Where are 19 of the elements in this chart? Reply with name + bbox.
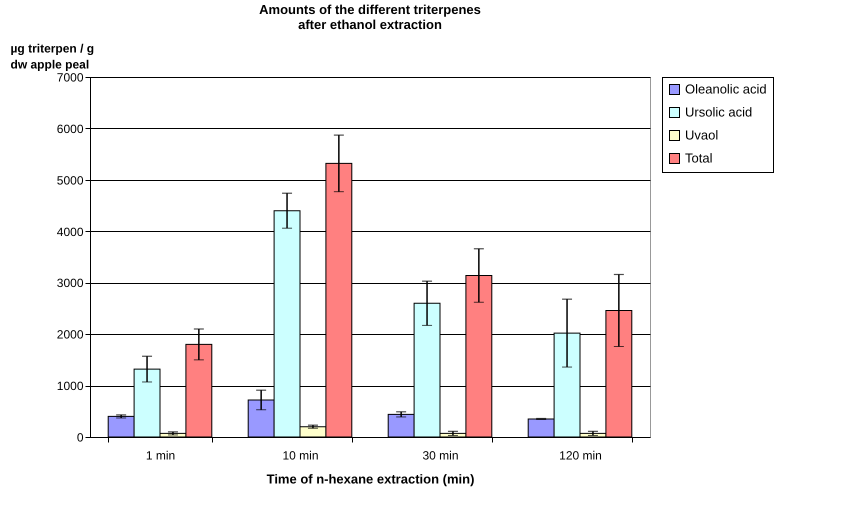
legend-label: Oleanolic acid xyxy=(685,82,767,96)
y-tick-label: 2000 xyxy=(56,328,84,342)
y-tick-label: 5000 xyxy=(56,173,84,188)
y-tick-label: 6000 xyxy=(56,122,84,136)
y-tick-label: 0 xyxy=(76,430,84,444)
x-axis-title: Time of n-hexane extraction (min) xyxy=(266,472,474,486)
y-axis-title: µg triterpen / g dw apple peal xyxy=(10,42,94,72)
legend-label: Uvaol xyxy=(685,128,718,142)
legend-label: Ursolic acid xyxy=(685,104,752,120)
legend-label: Total xyxy=(685,150,713,166)
y-tick-label: 7000 xyxy=(56,70,84,84)
x-tick-label: 120 min xyxy=(559,448,602,462)
y-tick-label: 1000 xyxy=(56,379,84,394)
x-tick-label: 1 min xyxy=(146,448,176,462)
x-tick-label: 10 min xyxy=(282,448,319,462)
y-tick-label: 3000 xyxy=(56,276,84,290)
chart-title: Amounts of the different triterpenes after ethanol extraction xyxy=(259,2,481,32)
x-tick-label: 30 min xyxy=(422,448,459,462)
y-tick-label: 4000 xyxy=(56,224,84,239)
